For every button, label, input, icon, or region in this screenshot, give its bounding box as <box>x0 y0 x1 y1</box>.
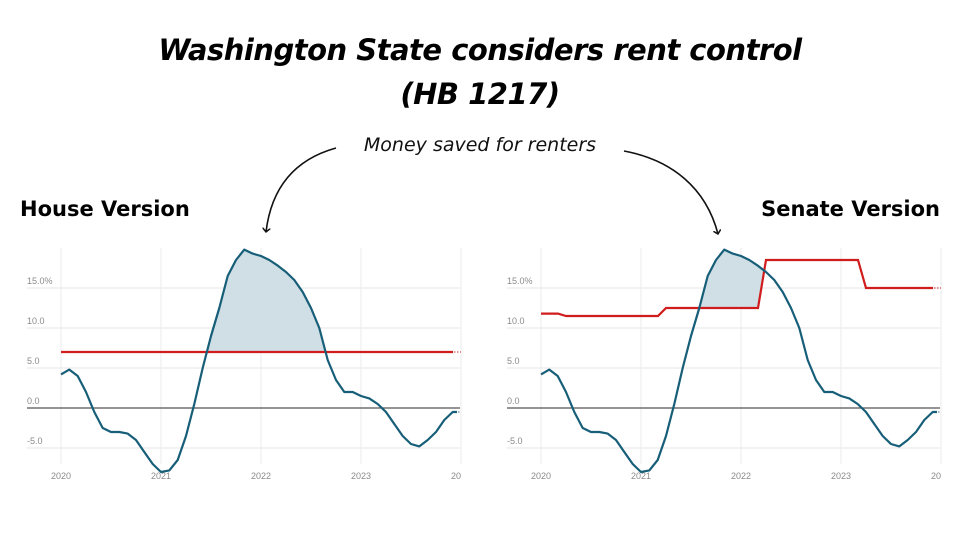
x-tick-label: 2021 <box>151 471 171 481</box>
y-tick-label: -5.0 <box>507 436 523 446</box>
rent-growth-line <box>540 248 937 474</box>
y-tick-label: 15.0% <box>27 276 53 286</box>
x-tick-label: 20 <box>931 471 941 481</box>
x-tick-label: 2023 <box>351 471 371 481</box>
house-version-chart: -5.0 0.0 5.0 10.0 15.0% 2020 2021 2022 2023 20 <box>27 248 462 481</box>
x-tick-label: 2020 <box>531 471 551 481</box>
x-tick-label: 2023 <box>831 471 851 481</box>
x-tick-label: 2021 <box>631 471 651 481</box>
y-tick-label: 0.0 <box>507 396 520 406</box>
x-tick-label: 2022 <box>251 471 271 481</box>
x-tick-label: 2022 <box>731 471 751 481</box>
y-tick-label: 10.0 <box>27 316 45 326</box>
y-tick-label: 5.0 <box>507 356 520 366</box>
y-tick-label: 0.0 <box>27 396 40 406</box>
x-tick-label: 2020 <box>51 471 71 481</box>
y-tick-label: 15.0% <box>507 276 533 286</box>
money-saved-area <box>699 249 764 308</box>
y-tick-label: 5.0 <box>27 356 40 366</box>
money-saved-area <box>207 249 326 352</box>
senate-version-chart: -5.0 0.0 5.0 10.0 15.0% 2020 2021 2022 2023 20 <box>507 248 942 481</box>
right-arrow-icon <box>623 150 718 234</box>
title-line-1: Washington State considers rent control <box>158 33 802 67</box>
house-version-title: House Version <box>20 197 190 221</box>
chart-title: Washington State considers rent control … <box>0 28 960 116</box>
money-saved-annotation: Money saved for renters <box>363 134 597 156</box>
x-tick-label: 20 <box>451 471 461 481</box>
y-tick-label: -5.0 <box>27 436 43 446</box>
rent-growth-line <box>60 248 457 474</box>
y-tick-label: 10.0 <box>507 316 525 326</box>
title-line-2: (HB 1217) <box>400 77 560 111</box>
left-arrow-icon <box>266 147 337 232</box>
rent-cap-line <box>541 258 933 318</box>
senate-version-title: Senate Version <box>761 197 940 221</box>
